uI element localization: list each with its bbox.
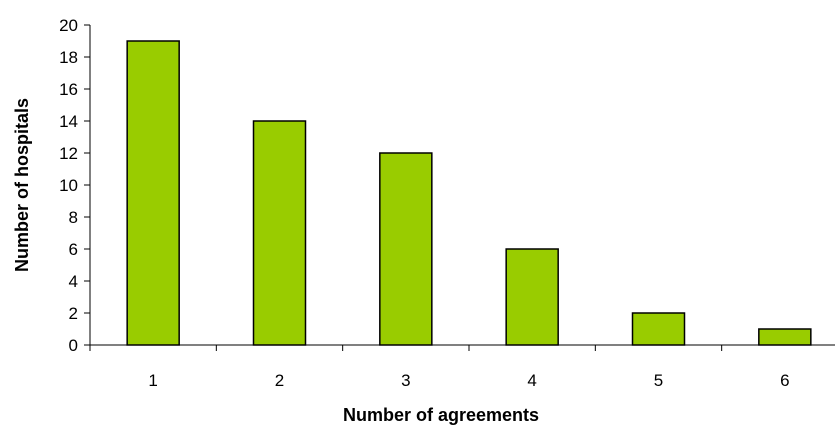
x-ticks-group: 1 2 3 4 5 6: [89, 345, 790, 390]
x-tick-label: 5: [654, 371, 663, 390]
x-tick-label: 3: [401, 371, 410, 390]
x-tick-label: 1: [148, 371, 157, 390]
y-tick-label: 0: [69, 336, 78, 355]
axes-group: [89, 25, 835, 346]
bars-group: [126, 40, 812, 346]
x-tick-label: 2: [275, 371, 284, 390]
y-tick-label: 2: [69, 304, 78, 323]
x-tick-label: 6: [780, 371, 789, 390]
bar-5: [631, 312, 686, 346]
y-tick-label: 18: [59, 48, 78, 67]
y-tick-label: 4: [69, 272, 78, 291]
y-axis-title: Number of hospitals: [12, 98, 32, 272]
y-tick-label: 12: [59, 144, 78, 163]
bar-6: [758, 328, 812, 346]
y-tick-label: 20: [59, 16, 78, 35]
y-tick-label: 10: [59, 176, 78, 195]
x-axis-title: Number of agreements: [343, 405, 539, 425]
bar-4: [505, 248, 559, 346]
bar-2: [252, 120, 307, 346]
x-tick-label: 4: [527, 371, 536, 390]
bar-3: [379, 152, 433, 346]
y-ticks-group: 0 2 4 6 8 10 12 14 16 18 20: [59, 16, 90, 355]
y-tick-label: 8: [69, 208, 78, 227]
bar-1: [126, 40, 180, 346]
y-tick-label: 6: [69, 240, 78, 259]
y-tick-label: 14: [59, 112, 78, 131]
y-tick-label: 16: [59, 80, 78, 99]
